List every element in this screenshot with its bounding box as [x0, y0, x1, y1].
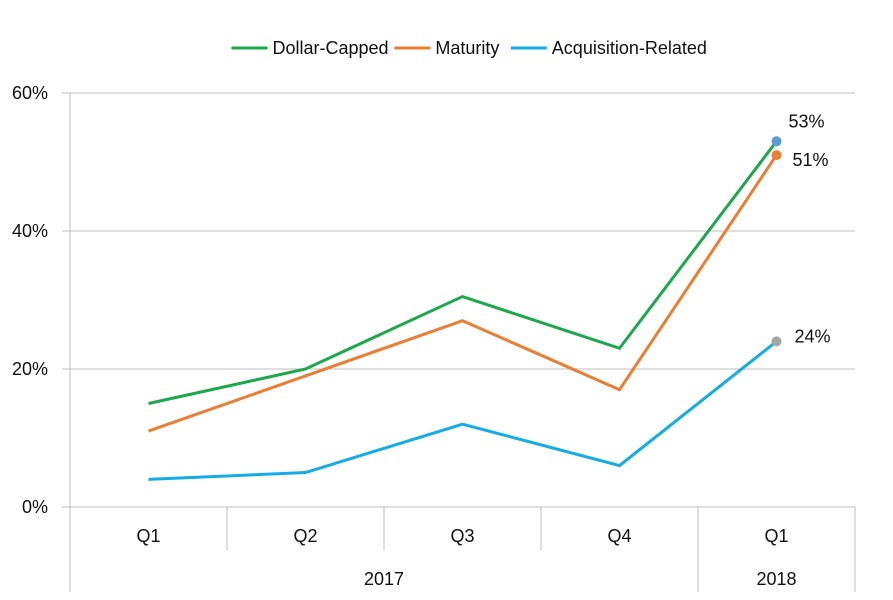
- x-tick-label: Q1: [136, 526, 160, 546]
- year-label: 2017: [364, 569, 404, 589]
- data-label: 24%: [795, 326, 831, 346]
- end-marker: [771, 136, 782, 147]
- data-labels: 53% 51% 24%: [789, 111, 831, 346]
- x-tick-label: Q2: [293, 526, 317, 546]
- data-label: 53%: [789, 111, 825, 131]
- y-tick-label: 40%: [12, 221, 48, 241]
- legend-label: Acquisition-Related: [552, 38, 707, 58]
- end-marker: [771, 336, 782, 347]
- y-axis: 0% 20% 40% 60%: [12, 83, 71, 592]
- series-line-acquisition-related: [148, 340, 778, 481]
- end-marker: [771, 150, 782, 161]
- x-axis: Q1 Q2 Q3 Q4 Q1 2017 2018: [136, 507, 856, 592]
- legend: Dollar-Capped Maturity Acquisition-Related: [231, 38, 707, 58]
- legend-label: Maturity: [435, 38, 499, 58]
- x-tick-label: Q4: [607, 526, 631, 546]
- series-lines: [148, 136, 782, 481]
- series-line-dollar-capped: [148, 140, 778, 405]
- year-label: 2018: [756, 569, 796, 589]
- series-line-maturity: [148, 154, 778, 433]
- data-label: 51%: [793, 150, 829, 170]
- y-tick-label: 60%: [12, 83, 48, 103]
- x-tick-label: Q3: [450, 526, 474, 546]
- legend-label: Dollar-Capped: [273, 38, 389, 58]
- x-tick-label: Q1: [764, 526, 788, 546]
- gridlines: [62, 92, 855, 508]
- y-tick-label: 0%: [22, 497, 48, 517]
- y-tick-label: 20%: [12, 359, 48, 379]
